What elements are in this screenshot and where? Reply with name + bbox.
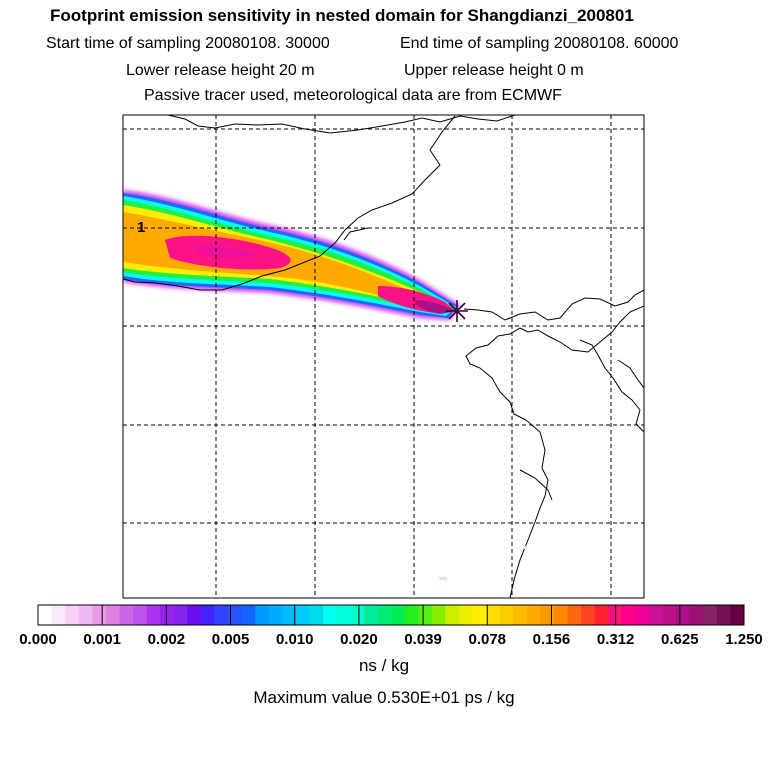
colorbar-swatch [214, 605, 229, 625]
colorbar-swatch [78, 605, 93, 625]
colorbar-swatch [486, 605, 501, 625]
colorbar-swatch [255, 605, 270, 625]
colorbar-swatch [662, 605, 677, 625]
colorbar-tick-label: 0.020 [340, 631, 378, 648]
colorbar-swatch [513, 605, 528, 625]
colorbar-tick-label: 0.312 [597, 631, 635, 648]
maximum-value-text: Maximum value 0.530E+01 ps / kg [253, 688, 515, 707]
colorbar-tick-label: 0.001 [83, 631, 121, 648]
colorbar-swatch [594, 605, 609, 625]
colorbar-swatch [38, 605, 53, 625]
coastlines [123, 115, 644, 598]
colorbar-swatch [635, 605, 650, 625]
colorbar-swatch [526, 605, 541, 625]
colorbar-swatch [146, 605, 161, 625]
contour-label: 1 [137, 219, 145, 236]
colorbar-tick-label: 0.039 [404, 631, 442, 648]
colorbar-swatch [418, 605, 433, 625]
colorbar-swatch [133, 605, 148, 625]
colorbar-swatch [350, 605, 365, 625]
colorbar-tick-label: 1.250 [725, 631, 763, 648]
colorbar-swatch [730, 605, 745, 625]
tracer-info-text: Passive tracer used, meteorological data… [144, 87, 562, 104]
speck [439, 577, 447, 580]
colorbar-swatch [499, 605, 514, 625]
colorbar-tick-label: 0.005 [212, 631, 250, 648]
colorbar-swatch [703, 605, 718, 625]
colorbar-swatch [268, 605, 283, 625]
upper-release-height-text: Upper release height 0 m [404, 62, 584, 79]
map-frame [122, 114, 645, 599]
colorbar-swatch [92, 605, 107, 625]
colorbar-swatch [621, 605, 636, 625]
colorbar-tick-label: 0.625 [661, 631, 699, 648]
colorbar-swatch [689, 605, 704, 625]
colorbar-swatch [228, 605, 243, 625]
sampling-end-text: End time of sampling 20080108. 60000 [400, 35, 679, 52]
sampling-start-text: Start time of sampling 20080108. 30000 [46, 35, 330, 52]
colorbar-swatch [676, 605, 691, 625]
speck [523, 546, 527, 549]
colorbar-ticks: 0.000 0.001 0.002 0.005 0.010 0.020 0.039 0.078… [19, 605, 763, 648]
colorbar-swatch [51, 605, 66, 625]
plume-layer [123, 190, 460, 320]
colorbar-swatch [716, 605, 731, 625]
colorbar-swatch [187, 605, 202, 625]
colorbar-swatch [458, 605, 473, 625]
colorbar-swatches [38, 605, 745, 625]
colorbar-swatch [241, 605, 256, 625]
colorbar-swatch [160, 605, 175, 625]
colorbar-swatch [377, 605, 392, 625]
colorbar-swatch [323, 605, 338, 625]
colorbar-tick-label: 0.010 [276, 631, 314, 648]
star-marker-icon [446, 300, 468, 322]
colorbar-swatch [105, 605, 120, 625]
colorbar-swatch [581, 605, 596, 625]
colorbar-tick-label: 0.000 [19, 631, 57, 648]
colorbar-swatch [445, 605, 460, 625]
plot-title: Footprint emission sensitivity in nested… [50, 6, 634, 25]
grid-lines [123, 115, 644, 598]
colorbar-swatch [282, 605, 297, 625]
colorbar-swatch [295, 605, 311, 625]
colorbar-swatch [363, 605, 378, 625]
colorbar-swatch [567, 605, 582, 625]
lower-release-height-text: Lower release height 20 m [126, 62, 315, 79]
plume-core-left [195, 245, 258, 258]
colorbar-swatch [540, 605, 555, 625]
colorbar-swatch [200, 605, 215, 625]
colorbar-tick-label: 0.078 [468, 631, 506, 648]
colorbar-swatch [404, 605, 419, 625]
colorbar-swatch [472, 605, 487, 625]
colorbar-swatch [119, 605, 134, 625]
colorbar-swatch [553, 605, 568, 625]
colorbar-swatch [391, 605, 406, 625]
colorbar-swatch [431, 605, 446, 625]
colorbar-swatch [336, 605, 351, 625]
colorbar-tick-label: 0.002 [148, 631, 186, 648]
unit-label: ns / kg [358, 656, 410, 675]
colorbar-swatch [309, 605, 324, 625]
colorbar-swatch [648, 605, 664, 625]
colorbar-swatch [173, 605, 188, 625]
colorbar-swatch [65, 605, 80, 625]
colorbar-tick-label: 0.156 [533, 631, 571, 648]
plume-core-right [415, 300, 456, 314]
